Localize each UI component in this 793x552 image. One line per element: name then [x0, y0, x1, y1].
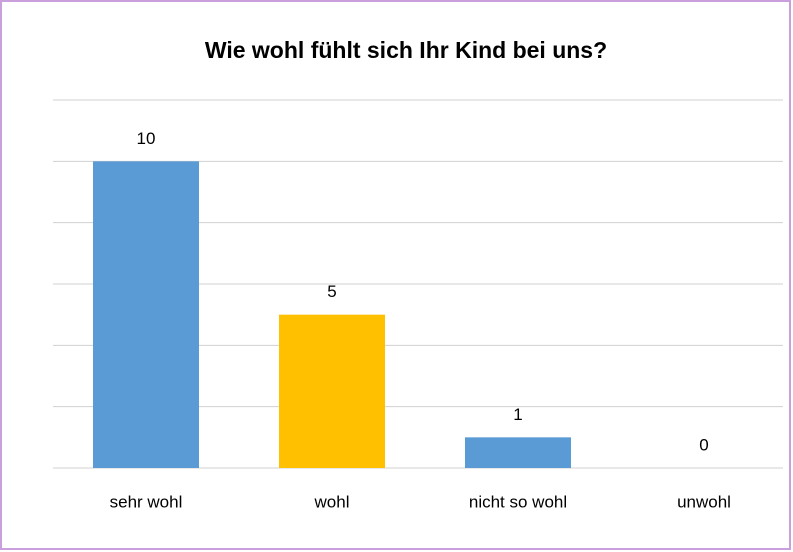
chart-title: Wie wohl fühlt sich Ihr Kind bei uns?: [205, 37, 607, 63]
bar: [93, 161, 199, 469]
data-label: 0: [699, 435, 708, 454]
x-tick-label: nicht so wohl: [469, 492, 567, 511]
x-tick-label: wohl: [314, 492, 350, 511]
x-tick-label: unwohl: [677, 492, 731, 511]
x-tick-label: sehr wohl: [110, 492, 183, 511]
data-label: 5: [327, 282, 336, 301]
data-label: 1: [513, 405, 522, 424]
bar: [465, 437, 571, 468]
data-label: 10: [137, 129, 156, 148]
bar: [279, 314, 385, 468]
